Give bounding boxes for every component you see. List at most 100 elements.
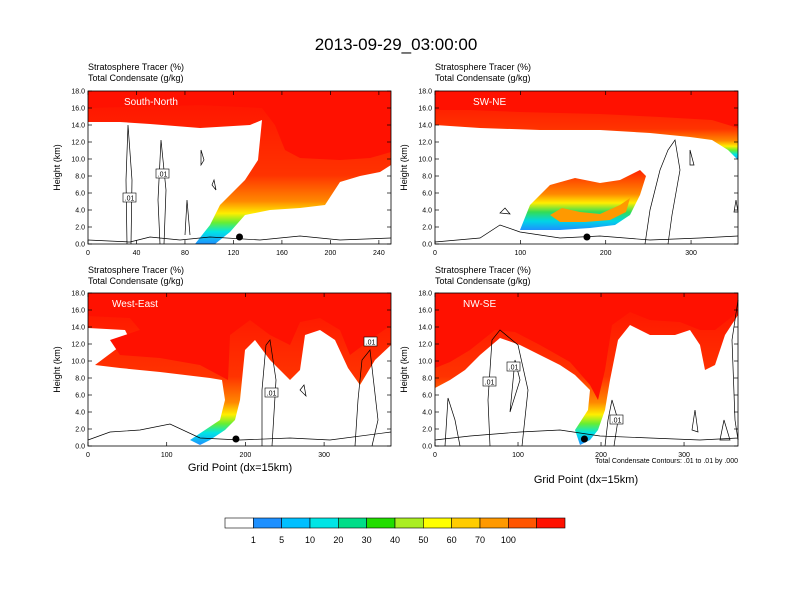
y-tick-label: 12.0: [71, 342, 85, 349]
y-tick-label: 12.0: [418, 140, 432, 147]
y-axis-label: Height (km): [52, 346, 62, 393]
x-tick-label: 0: [433, 250, 437, 257]
y-tick-label: 10.0: [71, 157, 85, 164]
panel-nw-se: Stratosphere Tracer (%) Total Condensate…: [418, 265, 739, 459]
y-tick-label: 16.0: [71, 106, 85, 113]
y-tick-label: 0.0: [422, 444, 432, 451]
panel-3-contour-label-box-a: [264, 387, 279, 398]
colorbar-swatch: [366, 517, 396, 529]
panel-west-east: Stratosphere Tracer (%) Total Condensate…: [71, 265, 392, 459]
panel-4-label-line2: Total Condensate (g/kg): [435, 276, 531, 286]
location-marker: [580, 435, 588, 443]
colorbar-label: 1: [251, 535, 256, 545]
colorbar-label: 50: [418, 535, 428, 545]
y-tick-label: 16.0: [418, 308, 432, 315]
panel-1-frame: [87, 90, 392, 245]
y-tick-label: 6.0: [422, 191, 432, 198]
panel-4-contour-label-a: .01: [485, 380, 495, 387]
panel-4-contour-label-c: .01: [612, 418, 622, 425]
x-tick-label: 0: [86, 452, 90, 459]
panel-1-label-line2: Total Condensate (g/kg): [88, 73, 184, 83]
panel-1-contour-label-b: .01: [158, 172, 168, 179]
panel-2-convective-core: [550, 198, 630, 222]
panel-1-condensate-contours: [87, 124, 392, 245]
colorbar-swatch: [253, 517, 282, 529]
y-tick-label: 18.0: [418, 89, 432, 96]
y-tick-label: 8.0: [422, 174, 432, 181]
colorbar-label: 5: [279, 535, 284, 545]
colorbar-swatch: [281, 517, 311, 529]
panel-3-label-line2: Total Condensate (g/kg): [88, 276, 184, 286]
y-tick-label: 6.0: [422, 393, 432, 400]
location-marker: [583, 233, 591, 241]
y-tick-label: 10.0: [418, 359, 432, 366]
panel-3-title: West-East: [112, 299, 158, 310]
y-tick-label: 2.0: [75, 427, 85, 434]
panel-4-contour-label-box-b: [506, 361, 521, 372]
x-tick-label: 100: [512, 452, 524, 459]
x-tick-label: 100: [515, 250, 527, 257]
y-tick-label: 6.0: [75, 191, 85, 198]
colorbar-swatch: [508, 517, 537, 529]
y-tick-label: 2.0: [422, 427, 432, 434]
panel-4-title: NW-SE: [463, 299, 496, 310]
panel-south-north: Stratosphere Tracer (%) Total Condensate…: [71, 62, 392, 257]
figure-title: 2013-09-29_03:00:00: [315, 35, 478, 54]
x-tick-label: 200: [325, 250, 337, 257]
x-tick-label: 40: [133, 250, 141, 257]
colorbar-swatch: [451, 517, 481, 529]
y-tick-label: 4.0: [422, 410, 432, 417]
x-tick-label: 100: [161, 452, 173, 459]
x-tick-label: 80: [181, 250, 189, 257]
panel-3-contour-label-a: .01: [267, 391, 277, 398]
y-tick-label: 8.0: [75, 376, 85, 383]
x-tick-label: 160: [276, 250, 288, 257]
colorbar-label: 10: [305, 535, 315, 545]
panel-2-title: SW-NE: [473, 97, 506, 108]
panel-4-red-core: [435, 293, 738, 400]
y-tick-label: 6.0: [75, 393, 85, 400]
y-tick-label: 4.0: [75, 410, 85, 417]
panel-1-contour-label-a: .01: [125, 196, 135, 203]
panel-2-label-line1: Stratosphere Tracer (%): [435, 62, 531, 72]
location-marker: [232, 435, 240, 443]
y-tick-label: 12.0: [418, 342, 432, 349]
colorbar-label: 60: [447, 535, 457, 545]
panel-4-contour-label-box-a: [482, 376, 497, 387]
colorbar-swatch: [338, 517, 367, 529]
y-tick-label: 14.0: [71, 325, 85, 332]
colorbar-swatch: [309, 517, 339, 529]
y-tick-label: 4.0: [75, 208, 85, 215]
y-tick-label: 0.0: [75, 444, 85, 451]
panel-1-title: South-North: [124, 97, 178, 108]
panel-2-condensate-contours: [434, 139, 739, 245]
colorbar-label: 30: [362, 535, 372, 545]
panel-4-frame: [434, 292, 739, 447]
colorbar-label: 40: [390, 535, 400, 545]
panel-sw-ne: Stratosphere Tracer (%) Total Condensate…: [418, 62, 739, 257]
y-tick-label: 12.0: [71, 140, 85, 147]
y-tick-label: 0.0: [422, 242, 432, 249]
colorbar-swatch: [423, 517, 452, 529]
x-tick-label: 0: [433, 452, 437, 459]
y-tick-label: 16.0: [71, 308, 85, 315]
colorbar-swatch: [479, 517, 509, 529]
colorbar-label: 20: [333, 535, 343, 545]
x-tick-label: 200: [240, 452, 252, 459]
panel-4-contour-label-box-c: [609, 414, 624, 425]
panel-3-frame: [87, 292, 392, 447]
x-tick-label: 240: [373, 250, 385, 257]
y-tick-label: 2.0: [75, 225, 85, 232]
panel-3-contour-label-box-b: [363, 336, 378, 347]
panel-2-frame: [434, 90, 739, 245]
y-tick-label: 10.0: [71, 359, 85, 366]
colorbar-swatch: [536, 517, 566, 529]
colorbar-swatch: [224, 517, 254, 529]
y-tick-label: 2.0: [422, 225, 432, 232]
panel-1-label-line1: Stratosphere Tracer (%): [88, 62, 184, 72]
y-tick-label: 14.0: [418, 325, 432, 332]
y-tick-label: 18.0: [71, 89, 85, 96]
y-tick-label: 10.0: [418, 157, 432, 164]
panel-1-contour-label-box-b: [155, 168, 170, 179]
